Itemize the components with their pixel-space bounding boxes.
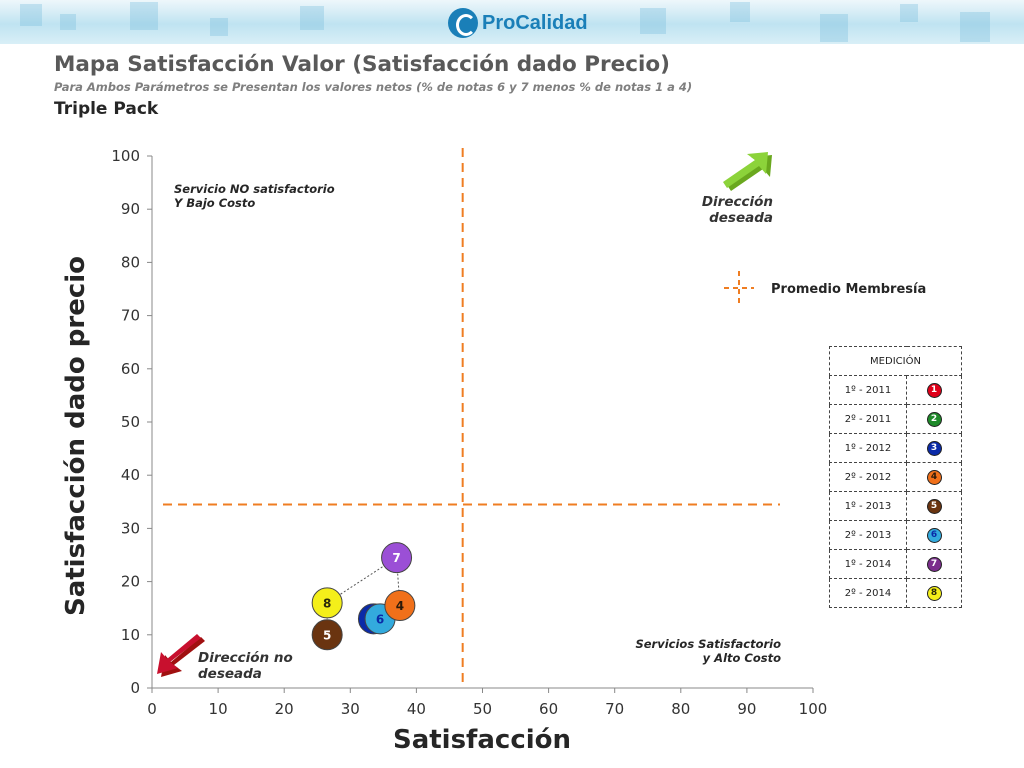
x-tick-label: 40 (407, 700, 426, 718)
average-legend-label: Promedio Membresía (771, 282, 926, 297)
legend-badge: 1 (926, 382, 942, 398)
x-tick-label: 20 (275, 700, 294, 718)
x-tick-label: 60 (539, 700, 558, 718)
brand-text: ProCalidad (482, 11, 588, 34)
legend-label: 1º - 2014 (829, 549, 907, 579)
undesired-direction-line2: deseada (198, 666, 262, 682)
banner-decoration (20, 4, 42, 26)
x-tick-label: 100 (799, 700, 828, 718)
x-tick-label: 80 (671, 700, 690, 718)
legend-badge: 7 (926, 556, 942, 572)
legend-label: 2º - 2012 (829, 462, 907, 492)
legend-badge: 6 (926, 527, 942, 543)
page-subtitle: Para Ambos Parámetros se Presentan los v… (54, 80, 693, 94)
quadrant-label-bottom-right-line2: y Alto Costo (703, 651, 781, 665)
legend-row: 2º - 2012 4 (829, 462, 962, 492)
x-axis-title: Satisfacción (393, 725, 571, 755)
legend-header: MEDICIÓN (829, 346, 962, 376)
data-point-marker (311, 619, 343, 651)
data-point-label: 8 (323, 596, 331, 610)
x-tick-label: 30 (341, 700, 360, 718)
legend-label: 1º - 2011 (829, 375, 907, 405)
banner-decoration (210, 18, 228, 36)
undesired-direction-arrow-icon (157, 634, 205, 677)
banner-decoration (640, 8, 666, 34)
x-tick-label: 10 (209, 700, 228, 718)
average-lines (163, 148, 780, 686)
x-tick-label: 90 (737, 700, 756, 718)
procalidad-logo-icon (448, 8, 478, 38)
desired-direction-arrow-icon (723, 152, 772, 191)
banner-decoration (960, 12, 990, 42)
data-point-label: 4 (396, 599, 404, 613)
legend-row: 1º - 2011 1 (829, 375, 962, 405)
data-point-marker (311, 587, 343, 619)
y-tick-label: 70 (121, 307, 140, 325)
data-point-5: 5 (311, 619, 343, 651)
data-points: 364587 (311, 542, 416, 651)
y-tick-label: 100 (111, 147, 140, 165)
legend-row: 2º - 2011 2 (829, 404, 962, 434)
banner-decoration (900, 4, 918, 22)
legend-label: 2º - 2014 (829, 578, 907, 608)
undesired-direction-line1: Dirección no (198, 650, 293, 666)
y-tick-label: 20 (121, 573, 140, 591)
x-tick-label: 70 (605, 700, 624, 718)
quadrant-label-top-left-line2: Y Bajo Costo (174, 196, 255, 210)
data-point-4: 4 (384, 590, 416, 622)
banner-decoration (60, 14, 76, 30)
average-legend-marker-icon (724, 271, 754, 303)
y-axis-title: Satisfacción dado precio (61, 256, 91, 616)
legend-row: 1º - 2012 3 (829, 433, 962, 463)
legend-badge: 5 (926, 498, 942, 514)
y-tick-label: 50 (121, 413, 140, 431)
data-point-marker (384, 590, 416, 622)
legend-header-row: MEDICIÓN (829, 346, 962, 376)
data-point-marker (381, 542, 413, 574)
legend-row: 2º - 2014 8 (829, 578, 962, 608)
quadrant-label-bottom-right-line1: Servicios Satisfactorio (635, 637, 781, 651)
legend-badge: 2 (926, 411, 942, 427)
banner-decoration (300, 6, 324, 30)
legend-badge: 8 (926, 585, 942, 601)
legend-label: 1º - 2012 (829, 433, 907, 463)
y-tick-label: 0 (130, 679, 140, 697)
desired-direction-line1: Dirección (702, 194, 773, 210)
legend-badge: 4 (926, 469, 942, 485)
legend-badge: 3 (926, 440, 942, 456)
desired-direction-line2: deseada (709, 210, 773, 226)
y-tick-label: 60 (121, 360, 140, 378)
data-point-label: 6 (376, 612, 384, 626)
y-tick-label: 80 (121, 253, 140, 271)
legend-label: 2º - 2013 (829, 520, 907, 550)
banner-decoration (820, 14, 848, 42)
y-tick-label: 30 (121, 519, 140, 537)
page-title: Mapa Satisfacción Valor (Satisfacción da… (54, 52, 670, 77)
data-point-label: 5 (323, 628, 331, 642)
quadrant-label-top-left-line1: Servicio NO satisfactorio (174, 182, 335, 196)
x-tick-label: 50 (473, 700, 492, 718)
legend-row: 2º - 2013 6 (829, 520, 962, 550)
x-tick-label: 0 (147, 700, 157, 718)
y-tick-label: 10 (121, 626, 140, 644)
procalidad-logo: ProCalidad (448, 6, 588, 40)
measurement-legend: MEDICIÓN 1º - 2011 1 2º - 2011 2 1º - 20… (829, 346, 962, 608)
banner-decoration (130, 2, 158, 30)
header-banner: ProCalidad (0, 0, 1024, 44)
chart-axes: 0 10 20 30 40 50 60 70 80 90 100 0 10 20 30 40 50 60 70 80 9… (111, 147, 827, 718)
data-point-label: 7 (392, 551, 400, 565)
data-point-8: 8 (311, 587, 343, 619)
y-tick-label: 90 (121, 200, 140, 218)
legend-label: 2º - 2011 (829, 404, 907, 434)
y-tick-label: 40 (121, 466, 140, 484)
legend-row: 1º - 2014 7 (829, 549, 962, 579)
legend-row: 1º - 2013 5 (829, 491, 962, 521)
product-name: Triple Pack (54, 99, 159, 119)
legend-label: 1º - 2013 (829, 491, 907, 521)
data-point-7: 7 (381, 542, 413, 574)
banner-decoration (730, 2, 750, 22)
